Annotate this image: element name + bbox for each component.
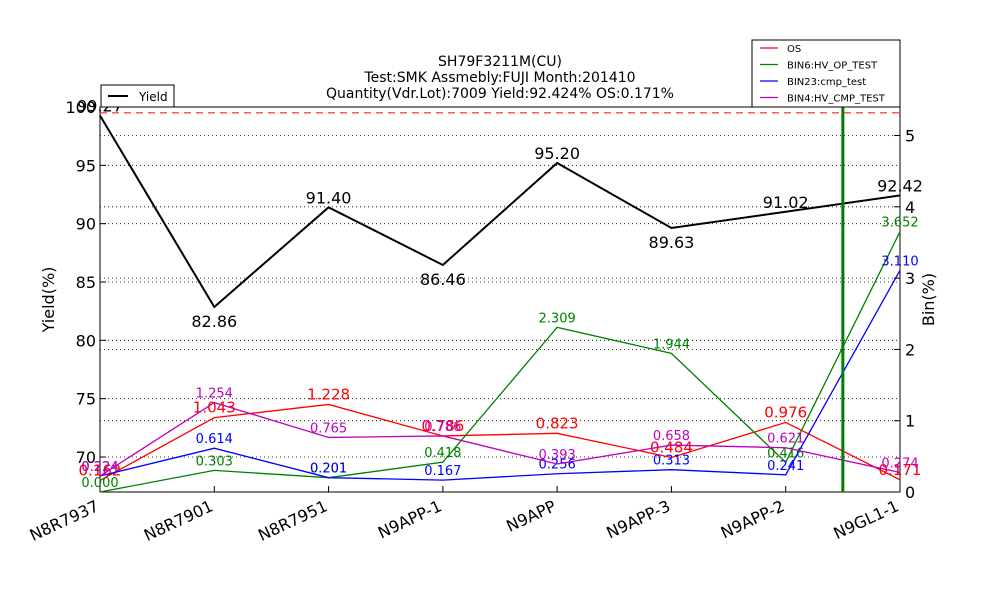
bin-data-label: 0.786	[424, 420, 461, 435]
bin-data-label: 0.167	[424, 464, 461, 479]
bin-data-label: 0.976	[764, 403, 807, 421]
bin-data-label: 0.224	[81, 460, 118, 475]
title-line: Test:SMK Assmebly:FUJI Month:201410	[363, 70, 635, 86]
bin-series-line	[99, 401, 901, 477]
x-tick-label: N8R7937	[27, 496, 102, 544]
bin-series: 0.162 1.043 1.228 0.786 0.823 0.484 0.976 0.171…	[79, 216, 922, 493]
yield-data-label: 92.42	[877, 176, 923, 195]
yield-data-label: 82.86	[191, 312, 237, 331]
yield-legend-box	[100, 84, 175, 108]
title-line: Quantity(Vdr.Lot):7009 Yield:92.424% OS:…	[326, 86, 674, 102]
bin-data-label: 0.000	[81, 476, 118, 491]
bin-data-label: 1.944	[653, 337, 690, 352]
bin-data-label: 0.201	[310, 462, 347, 477]
bin-data-label: 0.274	[881, 456, 918, 471]
legends: Yield OS BIN6:HV_OP_TEST BIN23:cmp_test BIN4…	[100, 39, 901, 108]
left-tick-label: 100	[65, 98, 96, 117]
bin-data-label: 0.484	[650, 438, 693, 456]
y-axis-label-left: Yield(%)	[39, 267, 58, 334]
bin-data-label: 3.110	[881, 254, 918, 269]
title-line: SH79F3211M(CU)	[438, 54, 562, 70]
x-tick-label: N9GL1-1	[831, 496, 902, 543]
bin-series-line	[99, 269, 901, 481]
grid-lines	[100, 135, 900, 458]
bin-data-label: 0.393	[539, 448, 576, 463]
bin-data-label: 0.171	[879, 461, 922, 479]
bin-data-label: 0.658	[653, 429, 690, 444]
bin-data-label: 0.614	[196, 432, 233, 447]
bin-legend-label: BIN23:cmp_test	[787, 77, 866, 88]
bin-data-label: 0.765	[310, 421, 347, 436]
right-tick-label: 5	[905, 127, 915, 146]
bin-data-label: 1.228	[307, 385, 350, 403]
yield-legend-label: Yield	[138, 90, 168, 104]
bin-series-line	[99, 403, 901, 482]
bin-data-label: 3.652	[881, 216, 918, 231]
right-tick-label: 2	[905, 340, 915, 359]
bin-data-label: 2.309	[539, 311, 576, 326]
bin-data-label: 0.224	[81, 460, 118, 475]
x-tick-label: N9APP-3	[603, 496, 673, 542]
yield-data-label: 91.40	[306, 188, 352, 207]
bin-legend-label: OS	[787, 44, 801, 55]
bin-data-label: 1.043	[193, 399, 236, 417]
bin-data-label: 0.418	[424, 446, 461, 461]
chart-title: SH79F3211M(CU)Test:SMK Assmebly:FUJI Mon…	[326, 54, 674, 102]
x-tick-label: N9APP-2	[718, 496, 788, 542]
left-tick-label: 85	[76, 273, 96, 292]
x-tick-label: N8R7951	[255, 496, 330, 544]
bin-data-label: 0.303	[196, 454, 233, 469]
bin-legend-box	[751, 39, 901, 108]
x-tick-label: N8R7901	[141, 496, 216, 544]
bin-legend-label: BIN6:HV_OP_TEST	[787, 61, 878, 72]
bin-series-line	[99, 231, 901, 493]
bin-data-label: 0.313	[653, 454, 690, 469]
left-tick-label: 90	[76, 215, 96, 234]
y-axis-label-right: Bin(%)	[919, 273, 938, 326]
left-tick-label: 80	[76, 331, 96, 350]
left-tick-label: 95	[76, 156, 96, 175]
right-tick-label: 1	[905, 412, 915, 431]
x-tick-label: N9APP	[503, 496, 559, 536]
bin-data-label: 1.254	[196, 387, 233, 402]
yield-data-label: 86.46	[420, 270, 466, 289]
x-tick-label: N9APP-1	[375, 496, 445, 542]
bin-data-label: 0.162	[79, 461, 122, 479]
bin-data-label: 0.786	[421, 417, 464, 435]
bin-data-label: 0.241	[767, 459, 804, 474]
bin-data-label: 0.621	[767, 432, 804, 447]
yield-line	[99, 115, 901, 309]
right-tick-label: 3	[905, 269, 915, 288]
left-tick-label: 75	[76, 390, 96, 409]
yield-data-label: 91.02	[763, 193, 809, 212]
yield-data-label: 95.20	[534, 144, 580, 163]
yield-data-label: 89.63	[649, 233, 695, 252]
bin-data-label: 0.823	[536, 414, 579, 432]
right-tick-label: 4	[905, 198, 915, 217]
bin-data-label: 0.201	[310, 462, 347, 477]
right-tick-label: 0	[905, 483, 915, 502]
plot-frame	[99, 106, 901, 493]
bin-legend-label: BIN4:HV_CMP_TEST	[787, 94, 886, 105]
left-tick-label: 70	[76, 448, 96, 467]
